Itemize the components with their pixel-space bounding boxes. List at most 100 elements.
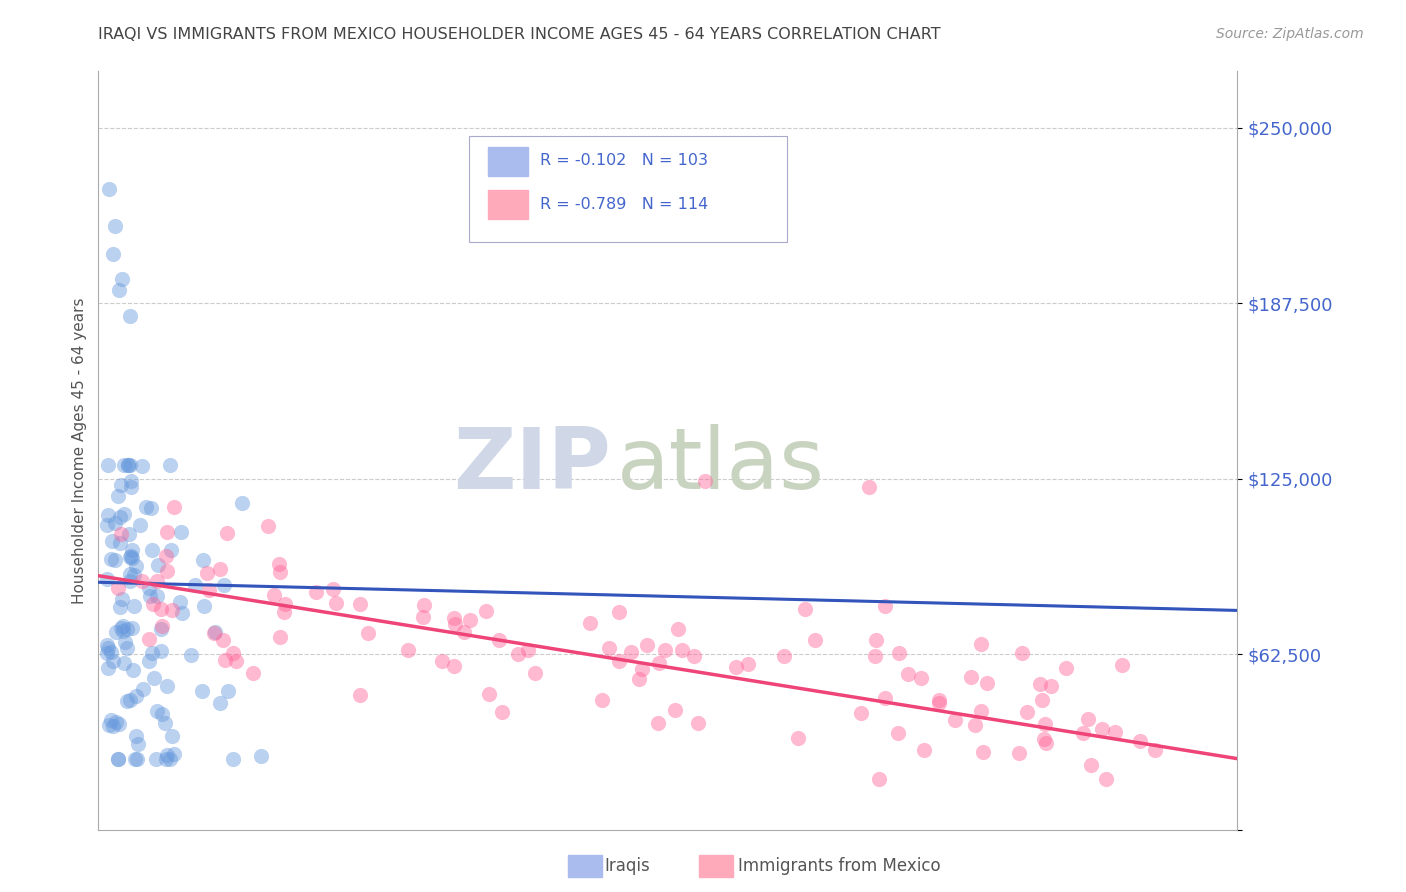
Text: Iraqis: Iraqis xyxy=(605,857,651,875)
Point xyxy=(138,632,160,646)
Point xyxy=(396,643,419,657)
Point xyxy=(873,691,896,706)
Point xyxy=(138,654,160,668)
Point xyxy=(129,517,152,532)
Point xyxy=(112,507,135,521)
Point xyxy=(100,714,122,728)
Point xyxy=(887,726,910,740)
Point xyxy=(873,599,896,613)
Point xyxy=(1077,712,1099,726)
Point xyxy=(671,642,693,657)
Point xyxy=(124,558,146,573)
Point xyxy=(273,605,295,619)
Point xyxy=(169,595,191,609)
Point xyxy=(112,656,135,670)
Point xyxy=(636,638,658,652)
Point xyxy=(110,526,132,541)
Point xyxy=(120,574,142,588)
Point xyxy=(160,729,183,743)
Point xyxy=(98,182,121,196)
Point xyxy=(221,752,243,766)
Point xyxy=(117,458,139,472)
Point xyxy=(110,621,132,635)
Point xyxy=(794,602,817,616)
Point xyxy=(211,632,233,647)
Point xyxy=(97,661,120,675)
Point xyxy=(620,645,643,659)
Point xyxy=(517,642,540,657)
Point xyxy=(970,705,993,719)
Point xyxy=(1054,661,1077,675)
Point xyxy=(215,525,238,540)
Point xyxy=(96,639,118,653)
Point xyxy=(150,706,173,721)
Point xyxy=(609,605,631,619)
Point xyxy=(256,519,278,533)
Text: R = -0.102   N = 103: R = -0.102 N = 103 xyxy=(540,153,709,169)
Point xyxy=(153,715,176,730)
Point xyxy=(96,646,118,660)
Point xyxy=(135,500,157,514)
Point xyxy=(138,581,160,595)
Point xyxy=(443,610,465,624)
Point xyxy=(928,693,950,707)
Point xyxy=(1035,736,1057,750)
Point xyxy=(970,636,993,650)
Point xyxy=(124,689,146,703)
Text: Immigrants from Mexico: Immigrants from Mexico xyxy=(738,857,941,875)
Point xyxy=(976,676,998,690)
Point xyxy=(121,621,143,635)
Point xyxy=(108,536,131,550)
Point xyxy=(943,713,966,727)
Point xyxy=(141,500,163,515)
Point xyxy=(607,654,630,668)
Point xyxy=(155,752,177,766)
Point xyxy=(591,692,613,706)
Point xyxy=(110,600,132,615)
Point xyxy=(202,625,225,640)
Point xyxy=(412,610,434,624)
Point xyxy=(349,597,371,611)
Point xyxy=(222,646,245,660)
Point xyxy=(103,718,125,732)
Point xyxy=(269,630,291,644)
Point xyxy=(163,747,186,761)
Bar xyxy=(488,190,527,219)
Point xyxy=(1095,772,1118,786)
Point xyxy=(631,662,654,676)
Point xyxy=(98,718,121,732)
Point xyxy=(155,549,177,563)
Point xyxy=(695,475,717,489)
Point xyxy=(357,625,380,640)
Point xyxy=(160,603,183,617)
Point xyxy=(146,589,169,603)
Point xyxy=(122,568,145,582)
Point xyxy=(107,582,129,596)
Point xyxy=(269,566,291,580)
Point xyxy=(96,572,118,586)
Point xyxy=(120,693,142,707)
Point xyxy=(444,616,467,631)
Point xyxy=(1091,722,1114,736)
Point xyxy=(104,219,127,233)
Point xyxy=(141,543,163,558)
Point xyxy=(97,508,120,523)
Point xyxy=(1104,724,1126,739)
Point xyxy=(453,624,475,639)
Point xyxy=(887,647,910,661)
Point xyxy=(250,748,273,763)
Point xyxy=(508,648,530,662)
Point xyxy=(156,524,179,539)
Point xyxy=(108,284,131,298)
Point xyxy=(773,648,796,663)
Point xyxy=(159,752,181,766)
Point xyxy=(682,648,704,663)
Point xyxy=(231,496,253,510)
Y-axis label: Householder Income Ages 45 - 64 years: Householder Income Ages 45 - 64 years xyxy=(72,297,87,604)
Point xyxy=(172,607,194,621)
Point xyxy=(159,458,181,472)
Point xyxy=(430,654,453,668)
Point xyxy=(156,679,179,693)
Point xyxy=(688,716,710,731)
Point xyxy=(863,648,886,663)
